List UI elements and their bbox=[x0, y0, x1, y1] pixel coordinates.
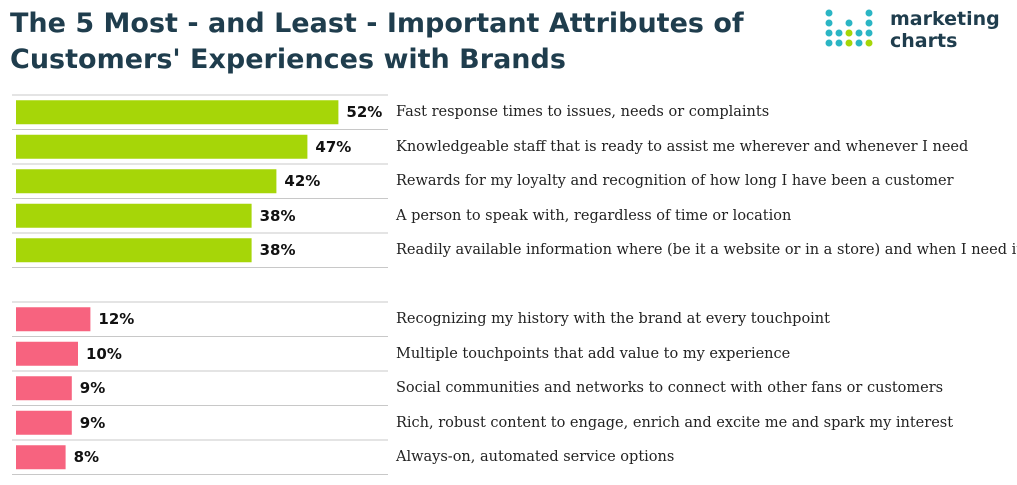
value-label: 47% bbox=[315, 137, 352, 156]
value-label: 42% bbox=[284, 172, 321, 191]
category-label: Social communities and networks to conne… bbox=[396, 380, 944, 397]
bar-most-3 bbox=[16, 203, 252, 228]
category-label: Always-on, automated service options bbox=[396, 449, 675, 466]
logo-text-marketing: marketing bbox=[890, 8, 1000, 30]
category-label: Readily available information where (be … bbox=[396, 242, 1017, 259]
category-label: A person to speak with, regardless of ti… bbox=[396, 207, 792, 224]
bar-most-2 bbox=[16, 169, 277, 194]
marketingcharts-logo: marketing charts bbox=[824, 8, 1009, 54]
bar-least-8 bbox=[16, 376, 72, 401]
value-label: 10% bbox=[86, 344, 122, 363]
value-label: 8% bbox=[73, 448, 100, 467]
value-label: 38% bbox=[259, 206, 296, 225]
category-label: Recognizing my history with the brand at… bbox=[396, 311, 830, 328]
value-label: 52% bbox=[346, 103, 383, 122]
bar-least-7 bbox=[16, 341, 78, 366]
bar-least-9 bbox=[16, 410, 72, 435]
category-label: Rich, robust content to engage, enrich a… bbox=[396, 414, 954, 431]
bar-most-0 bbox=[16, 100, 339, 125]
category-label: Multiple touchpoints that add value to m… bbox=[396, 345, 791, 362]
value-label: 9% bbox=[79, 413, 106, 432]
category-label: Rewards for my loyalty and recognition o… bbox=[396, 173, 954, 190]
bar-most-4 bbox=[16, 238, 252, 263]
bar-least-6 bbox=[16, 307, 91, 332]
chart-title: The 5 Most - and Least - Important Attri… bbox=[10, 8, 744, 75]
logo-text-charts: charts bbox=[890, 30, 958, 52]
value-label: 12% bbox=[98, 310, 135, 329]
value-label: 9% bbox=[79, 379, 106, 398]
value-label: 38% bbox=[259, 241, 296, 260]
category-label: Knowledgeable staff that is ready to ass… bbox=[396, 138, 969, 155]
category-label: Fast response times to issues, needs or … bbox=[396, 104, 770, 121]
logo-dots-icon bbox=[825, 9, 873, 47]
bar-least-10 bbox=[16, 445, 66, 470]
bar-most-1 bbox=[16, 134, 308, 159]
